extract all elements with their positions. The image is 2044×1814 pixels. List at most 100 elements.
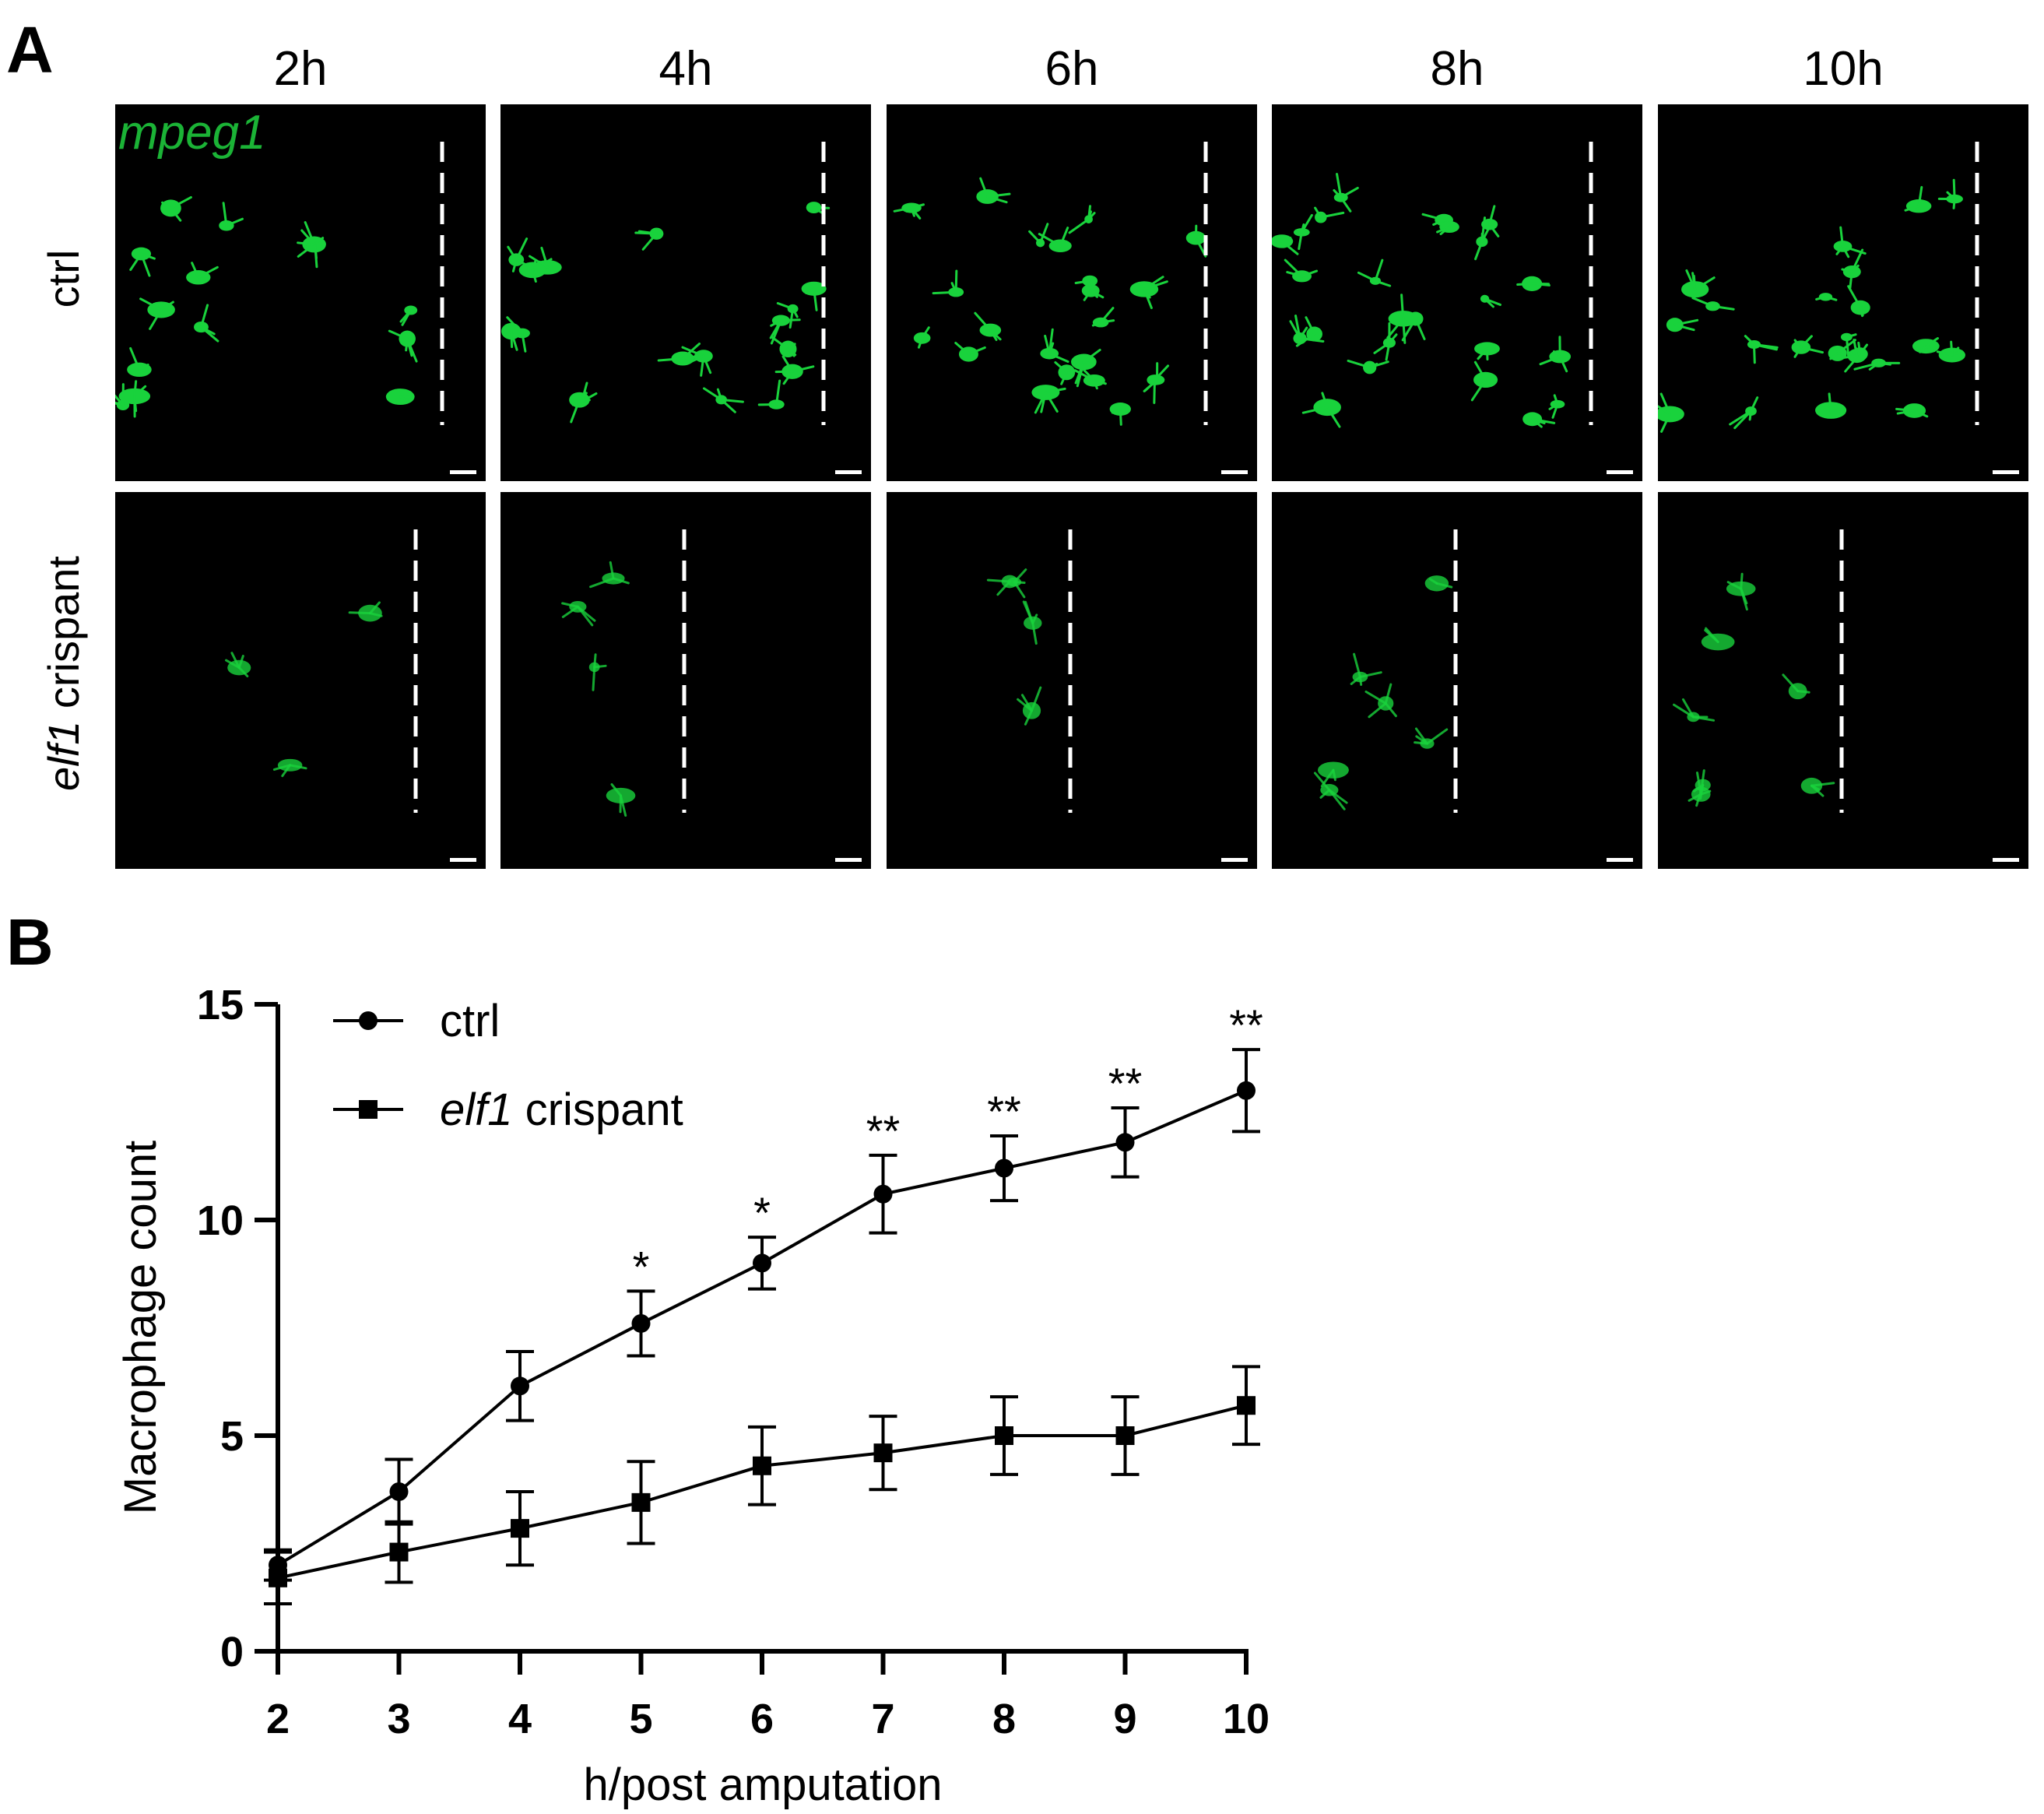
scale-bar (1993, 858, 2019, 862)
micrograph-ctrl-2h (115, 104, 486, 481)
micrograph-image (1658, 142, 2019, 474)
x-tick-label: 8 (992, 1696, 1016, 1742)
macrophage-cell (1522, 412, 1556, 428)
macrophage-cell (774, 355, 815, 385)
macrophage-cell (1548, 394, 1565, 419)
macrophage-cell (757, 379, 785, 410)
macrophage-cell (118, 380, 151, 418)
micrograph-elf1-crispant-10h (1658, 492, 2028, 869)
significance-annotations: **** ****** (633, 1000, 1263, 1291)
macrophage-cell (1539, 336, 1572, 373)
micrograph-ctrl-8h (1272, 104, 1642, 481)
macrophage-cell (1853, 358, 1901, 371)
macrophage-cell (634, 227, 664, 251)
timepoint-label-10h: 10h (1803, 42, 1884, 96)
significance-marker: ** (866, 1106, 901, 1155)
micrograph-image (115, 142, 476, 474)
macrophage-cell (1284, 258, 1319, 283)
macrophage-cell (1272, 234, 1299, 255)
scale-bar (1993, 470, 2019, 474)
macrophage-cell (304, 236, 326, 269)
macrophage-cell (1068, 205, 1096, 234)
timepoint-label-6h: 6h (1045, 42, 1099, 96)
micrograph-elf1-crispant-6h (887, 492, 1257, 869)
macrophage-cell (186, 262, 219, 285)
micrograph-image (1673, 529, 2019, 862)
micrograph-image (501, 142, 862, 474)
macrophage-cell (399, 305, 418, 326)
data-point (269, 1568, 287, 1587)
legend-marker (359, 1100, 378, 1119)
macrophage-cell (1031, 385, 1066, 414)
macrophage-cell (1474, 342, 1500, 361)
micrograph-image (893, 142, 1248, 474)
micrograph-image (1313, 529, 1633, 862)
data-point (389, 1542, 409, 1562)
macrophage-cell (348, 601, 383, 622)
macrophage-cell (1424, 575, 1453, 592)
macrophage-cell (561, 600, 596, 627)
y-tick-label: 15 (197, 982, 244, 1028)
macrophage-cell (1895, 403, 1929, 418)
macrophage-cell (986, 575, 1018, 596)
x-tick-label: 5 (629, 1696, 652, 1742)
mpeg1-marker-label: mpeg1 (118, 106, 266, 160)
significance-marker: ** (1229, 1000, 1263, 1049)
legend-marker (359, 1011, 378, 1030)
macrophage-cell (1350, 652, 1382, 687)
macrophage-cell (1912, 337, 1940, 354)
x-axis-label: h/post amputation (583, 1760, 942, 1810)
y-tick-label: 10 (197, 1197, 244, 1244)
micrograph-ctrl-4h (500, 104, 871, 481)
macrophage-cell (801, 281, 827, 311)
scale-bar (1221, 858, 1248, 862)
macrophage-cell (976, 177, 1011, 204)
macrophage-cell (1841, 248, 1864, 290)
macrophage-cell (388, 329, 418, 363)
micrograph-elf1-crispant-8h (1272, 492, 1642, 869)
macrophage-cell (1436, 220, 1459, 236)
macrophage-cell (1414, 727, 1449, 749)
significance-marker: * (633, 1242, 650, 1291)
macrophage-cell (1480, 294, 1501, 308)
significance-marker: * (753, 1188, 771, 1237)
macrophage-cell (1038, 227, 1072, 252)
macrophage-cell (139, 297, 175, 330)
data-point (873, 1184, 893, 1204)
macrophage-cell (1040, 328, 1069, 364)
x-tick-label: 3 (387, 1696, 410, 1742)
macrophage-cell (1842, 339, 1867, 364)
y-tick-label: 5 (220, 1413, 244, 1460)
macrophage-cell (1815, 392, 1847, 419)
macrophage-cell (1364, 683, 1397, 719)
legend-item-ctrl: ctrl (333, 996, 500, 1046)
panel-a-letter: A (6, 13, 54, 86)
macrophage-cell (1070, 348, 1101, 388)
series-elf1-crispant (264, 1365, 1260, 1606)
chart-series (264, 1048, 1260, 1606)
macrophage-cell (1666, 318, 1699, 332)
macrophage-cell (1673, 698, 1716, 722)
micrograph-ctrl-10h (1658, 104, 2028, 481)
macrophage-cell (1091, 307, 1115, 328)
data-point (1237, 1396, 1256, 1415)
macrophage-cell (776, 302, 799, 329)
macrophage-cell (1688, 769, 1712, 802)
timepoint-label-4h: 4h (659, 42, 713, 96)
macrophage-cell (1317, 761, 1349, 788)
macrophage-cell (1936, 340, 1965, 363)
micrograph-image (1272, 142, 1633, 474)
significance-marker: ** (1108, 1059, 1143, 1108)
macrophage-cell (932, 269, 964, 297)
macrophage-cell (1373, 322, 1398, 361)
macrophage-cell (1815, 293, 1838, 301)
data-point (631, 1492, 651, 1512)
macrophage-cell (225, 652, 251, 678)
data-point (753, 1456, 771, 1475)
data-point (1115, 1426, 1135, 1445)
scale-bar (1607, 858, 1633, 862)
macrophage-cell (1470, 360, 1498, 402)
macrophage-cell (385, 388, 415, 406)
macrophage-cell (1658, 392, 1684, 433)
data-point (873, 1443, 893, 1463)
